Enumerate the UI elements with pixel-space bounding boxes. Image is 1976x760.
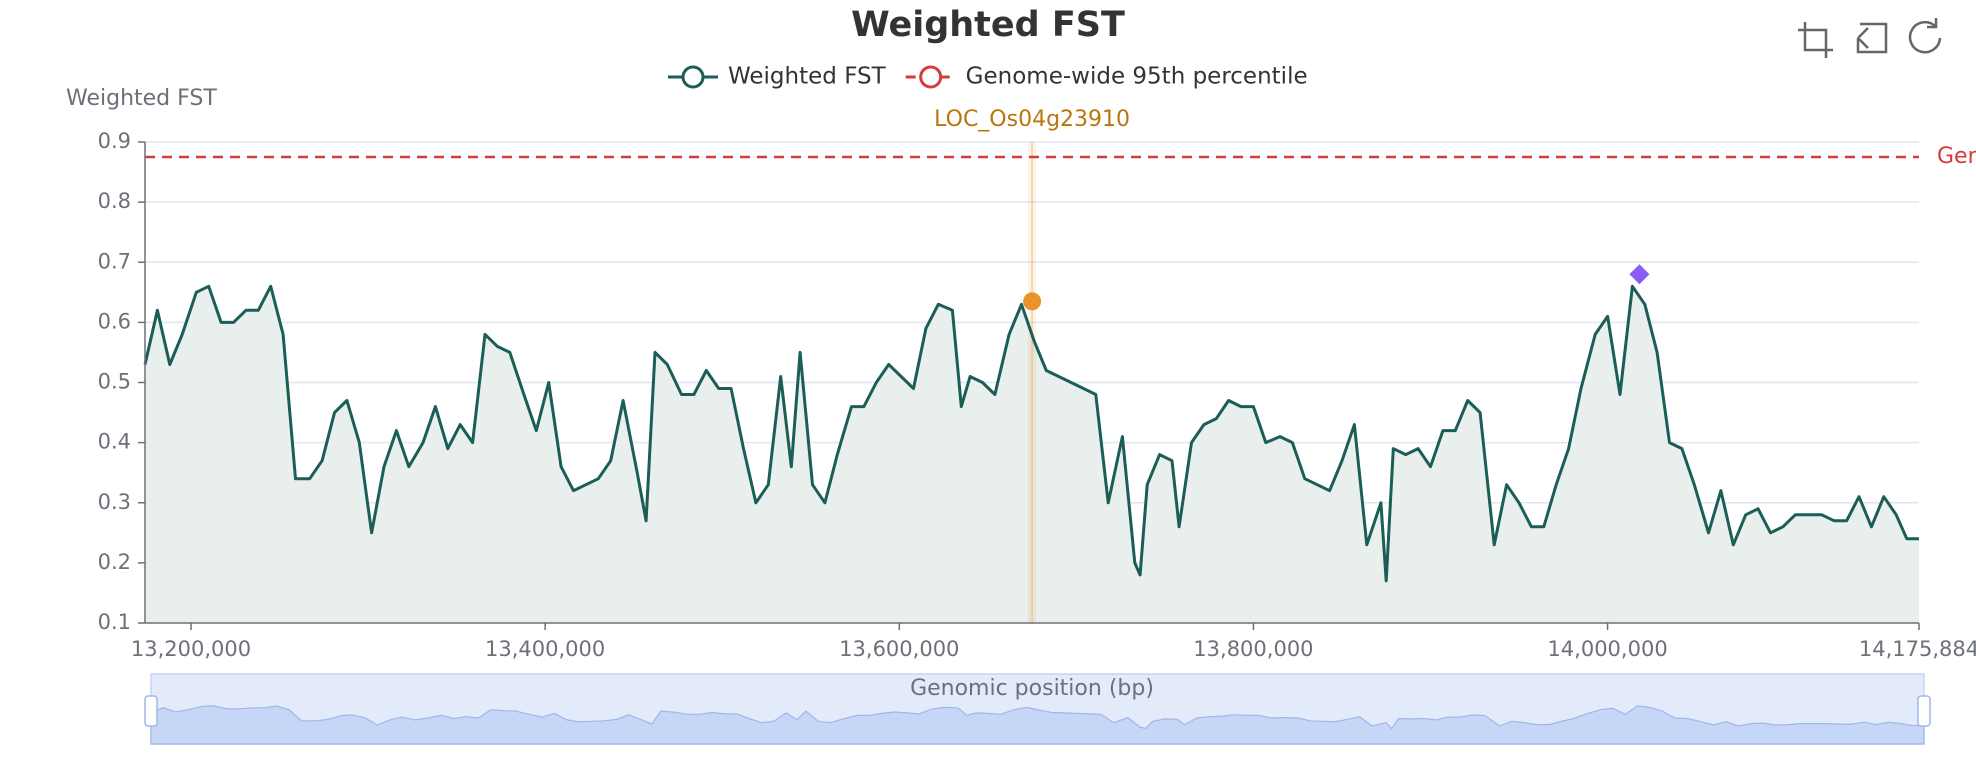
slider-handle[interactable] [144, 695, 158, 727]
gene-band [1028, 142, 1037, 623]
x-axis-label: Genomic position (bp) [910, 676, 1154, 701]
y-tick-label: 0.7 [98, 249, 131, 273]
y-tick-label: 0.5 [98, 370, 131, 394]
x-tick-label: 14,175,884 [1859, 637, 1976, 661]
x-tick-label: 13,800,000 [1193, 637, 1313, 661]
x-tick-label: 13,400,000 [485, 637, 605, 661]
gene-label: LOC_Os04g23910 [934, 107, 1130, 132]
restore-icon[interactable] [1908, 18, 1942, 54]
slider-handle[interactable] [1917, 695, 1931, 727]
x-tick-label: 14,000,000 [1547, 637, 1667, 661]
y-tick-label: 0.9 [98, 129, 131, 153]
chart-title: Weighted FST [851, 5, 1125, 45]
legend-label[interactable]: Weighted FST [728, 64, 887, 90]
slider-area [150, 705, 1925, 745]
threshold-label: Genome-wide 95th percentile [1937, 144, 1976, 169]
y-tick-label: 0.2 [98, 550, 131, 574]
gene-point [1023, 292, 1042, 311]
area [145, 286, 1919, 623]
fst-line [143, 284, 1919, 583]
y-axis-label: Weighted FST [66, 86, 217, 111]
legend-label[interactable]: Genome-wide 95th percentile [966, 64, 1308, 90]
toolbox [1798, 18, 1942, 58]
y-tick-label: 0.4 [98, 430, 131, 454]
x-tick-label: 13,600,000 [839, 637, 959, 661]
legend-icon [919, 65, 943, 89]
y-tick-label: 0.3 [98, 490, 131, 514]
peak-point [1629, 264, 1650, 285]
y-tick-label: 0.1 [98, 610, 131, 634]
y-tick-label: 0.6 [98, 309, 131, 333]
x-tick-label: 13,200,000 [131, 637, 251, 661]
zoom-reset-icon[interactable] [1856, 22, 1888, 54]
y-tick-label: 0.8 [98, 189, 131, 213]
legend-icon [681, 65, 705, 89]
zoom-icon[interactable] [1798, 22, 1833, 58]
